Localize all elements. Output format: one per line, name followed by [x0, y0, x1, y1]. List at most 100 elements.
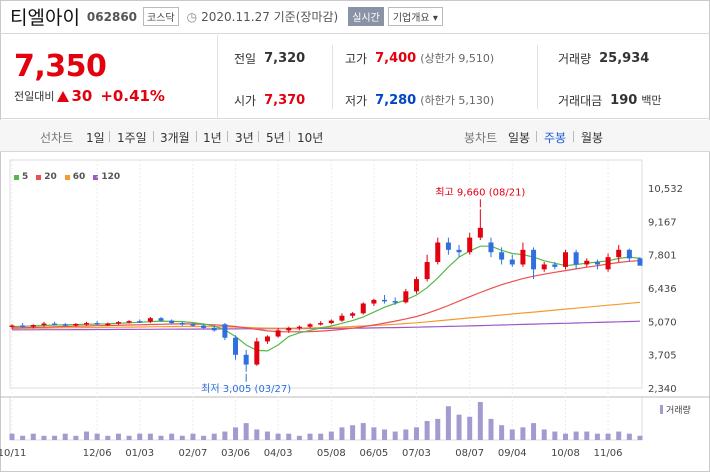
candle-body — [562, 252, 568, 267]
candle-body — [424, 262, 430, 280]
volume-bar — [296, 435, 302, 440]
volume-bar — [264, 431, 270, 440]
candle-body — [275, 330, 281, 337]
candle-body — [254, 341, 260, 365]
volume-value: 25,934 — [599, 50, 650, 66]
change-pct: +0.41% — [100, 87, 165, 105]
divider — [258, 131, 259, 142]
stock-code: 062860 — [86, 9, 138, 24]
candle-body — [552, 264, 558, 267]
volume-bar — [445, 406, 451, 440]
high-value: 7,400 — [375, 50, 417, 66]
tab-10y[interactable]: 10년 — [297, 131, 324, 145]
volume-bar — [254, 429, 260, 440]
tab-1d[interactable]: 1일 — [86, 131, 105, 145]
asof-date: 2020.11.27 기준(장마감) — [201, 10, 339, 24]
open-label: 시가 — [234, 93, 257, 108]
candle-body — [62, 324, 68, 326]
x-tick-label: 12/06 — [83, 448, 112, 459]
candle-body — [531, 249, 537, 270]
volume-bar — [137, 433, 143, 440]
tab-3y[interactable]: 3년 — [235, 131, 254, 145]
upper-limit: (상한가 9,510) — [420, 52, 495, 65]
tab-monthly[interactable]: 월봉 — [581, 131, 604, 145]
volume-bar — [616, 431, 622, 440]
candle-body — [243, 354, 249, 365]
candle-body — [296, 326, 302, 329]
realtime-button[interactable]: 실시간 — [348, 7, 384, 26]
volume-bar — [52, 435, 58, 440]
candle-body — [94, 323, 100, 325]
volume-bar — [541, 429, 547, 440]
divider — [227, 131, 228, 142]
stock-name: 티엘아이 — [10, 7, 80, 29]
ma-legend: 5 20 60 120 — [14, 172, 120, 182]
volume-bar — [158, 435, 164, 440]
clock-icon: ◷ — [186, 9, 198, 24]
x-tick-label: 09/04 — [498, 448, 527, 459]
prev-close: 전일 7,320 — [234, 48, 305, 68]
y-tick-label: 10,532 — [648, 184, 683, 195]
ma5-line — [11, 245, 641, 352]
quote-panel: 7,350 전일대비 30 +0.41% 전일 7,320 시가 7,370 고… — [0, 35, 710, 119]
y-tick-label: 3,705 — [648, 351, 677, 362]
price-plot-area — [9, 159, 643, 389]
candle-body — [435, 242, 441, 263]
candle-body — [467, 237, 473, 253]
candle-body — [371, 299, 377, 304]
legend-ma120: 120 — [93, 172, 120, 182]
tab-weekly[interactable]: 주봉 — [544, 131, 567, 145]
volume-bar — [520, 427, 526, 440]
candle-body — [211, 327, 217, 331]
candle-body — [339, 315, 345, 321]
tab-5y[interactable]: 5년 — [266, 131, 285, 145]
volume-bar — [94, 433, 100, 440]
volume-plot-area — [9, 396, 643, 441]
volume-bar — [573, 431, 579, 440]
x-tick-label: 04/03 — [264, 448, 293, 459]
divider — [332, 45, 333, 109]
candle-body — [594, 262, 600, 265]
volume-bar — [435, 418, 441, 440]
company-info-label: 기업개요 — [392, 13, 430, 24]
tab-1y[interactable]: 1년 — [203, 131, 222, 145]
tab-3m[interactable]: 3개월 — [160, 131, 190, 145]
candle-body — [9, 325, 15, 327]
candle-body — [222, 324, 228, 338]
amount-value: 190 — [610, 92, 638, 108]
y-tick-label: 2,340 — [648, 384, 677, 395]
company-info-dropdown[interactable]: 기업개요 ▾ — [387, 7, 443, 26]
line-chart-label: 선차트 — [40, 131, 74, 145]
divider — [196, 131, 197, 142]
divider — [536, 131, 537, 142]
volume-bar — [41, 435, 47, 440]
volume-bar — [562, 433, 568, 440]
volume-bar — [637, 435, 643, 440]
candle-body — [137, 321, 143, 323]
volume-bar — [211, 433, 217, 440]
candle-body — [147, 318, 153, 322]
candle-body — [413, 279, 419, 292]
candle-body — [456, 249, 462, 253]
volume-bar — [328, 431, 334, 440]
volume-legend-label: 거래량 — [666, 404, 691, 416]
legend-ma5: 5 — [14, 172, 28, 182]
trade-amount: 거래대금 190 백만 — [558, 90, 662, 110]
candle-body — [201, 325, 207, 328]
volume-label: 거래량 — [558, 51, 592, 66]
volume-bar — [62, 433, 68, 440]
y-tick-label: 5,070 — [648, 317, 677, 328]
candle-body — [126, 321, 132, 323]
tab-1w[interactable]: 1주일 — [117, 131, 147, 145]
candle-body — [403, 291, 409, 303]
candle-body — [637, 258, 643, 266]
volume-bar — [584, 431, 590, 440]
y-tick-label: 9,167 — [648, 217, 677, 228]
candle-body — [499, 252, 505, 260]
ma20-line — [11, 260, 641, 333]
x-tick-label: 10/11 — [0, 448, 26, 459]
high-label: 고가 — [345, 51, 368, 66]
candle-body — [541, 264, 547, 270]
tab-daily[interactable]: 일봉 — [508, 131, 531, 145]
